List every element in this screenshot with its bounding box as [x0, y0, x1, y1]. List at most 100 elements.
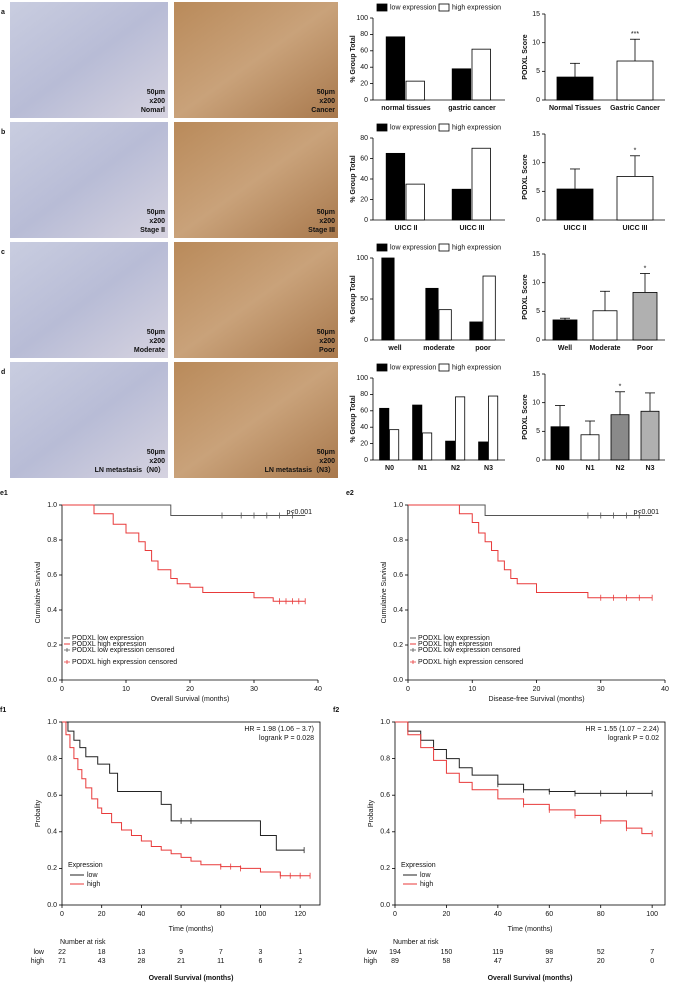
risk-count: 194: [389, 949, 401, 956]
y-axis-label: PODXL Score: [522, 34, 529, 79]
y-tick-label: 0.4: [393, 607, 403, 614]
y-tick-label: 1.0: [47, 719, 57, 726]
y-tick-label: 0.8: [47, 755, 57, 762]
x-tick-label: 120: [294, 911, 306, 918]
survival-curve: [62, 721, 311, 877]
y-tick-label: 0: [536, 97, 540, 104]
significance: *: [634, 148, 637, 155]
legend-censor: [410, 660, 416, 664]
y-tick-label: 10: [532, 280, 540, 287]
risk-count: 11: [217, 958, 224, 965]
legend-label: PODXL low expression censored: [418, 647, 521, 654]
x-tick-label: UICC II: [395, 225, 418, 232]
risk-count: 9: [179, 949, 183, 956]
survival-curve: [395, 721, 653, 835]
survival-curve: [62, 504, 306, 602]
legend-label: low: [420, 872, 431, 879]
annotation: HR = 1.98 (1.06 − 3.7): [244, 726, 314, 733]
y-tick-label: 100: [356, 255, 368, 262]
legend-label: high expression: [452, 364, 501, 371]
x-tick-label: UICC III: [623, 225, 648, 232]
risk-count: 150: [441, 949, 453, 956]
annotation: p<0.001: [634, 509, 660, 516]
panel-label: f2: [333, 707, 339, 714]
y-tick-label: 5: [536, 68, 540, 75]
bar: [425, 287, 439, 341]
x-tick-label: gastric cancer: [448, 105, 496, 112]
survival-curve: [62, 721, 305, 851]
risk-title: Number at risk: [60, 939, 106, 946]
risk-count: 2: [298, 958, 302, 965]
caption: LN metastasis（N3）: [265, 466, 335, 474]
legend-label: low: [87, 872, 98, 879]
x-axis-label: Overall Survival (months): [151, 696, 230, 703]
caption: 50μm: [317, 449, 335, 456]
risk-row-name: high: [364, 958, 377, 965]
y-tick-label: 60: [360, 408, 368, 415]
micrograph: [10, 122, 168, 238]
legend-swatch: [438, 363, 450, 372]
caption: Stage III: [308, 227, 335, 234]
legend-swatch: [376, 123, 388, 132]
y-tick-label: 15: [532, 371, 540, 378]
legend-title: Expression: [401, 862, 436, 869]
y-tick-label: 1.0: [393, 502, 403, 509]
micrograph: [174, 362, 338, 478]
caption: x200: [319, 218, 335, 225]
caption: Cancer: [311, 107, 335, 114]
y-tick-label: 0: [536, 337, 540, 344]
legend-swatch: [376, 363, 388, 372]
x-tick-label: 0: [406, 686, 410, 693]
y-tick-label: 0.8: [393, 537, 403, 544]
plot-frame: [394, 721, 666, 906]
x-tick-label: Moderate: [589, 345, 620, 352]
risk-count: 3: [259, 949, 263, 956]
x-tick-label: Gastric Cancer: [610, 105, 660, 112]
x-tick-label: 10: [122, 686, 130, 693]
y-tick-label: 0.6: [393, 572, 403, 579]
legend-label: PODXL low expression censored: [72, 647, 175, 654]
risk-count: 98: [545, 949, 553, 956]
bar: [469, 321, 483, 341]
y-tick-label: 0.2: [393, 642, 403, 649]
legend-swatch: [438, 123, 450, 132]
risk-count: 0: [650, 958, 654, 965]
y-tick-label: 0.4: [47, 607, 57, 614]
y-axis-label: % Group Total: [350, 35, 357, 82]
y-tick-label: 0.2: [380, 865, 390, 872]
y-tick-label: 40: [360, 176, 368, 183]
y-axis-label: % Group Total: [350, 155, 357, 202]
legend-label: low expression: [390, 364, 436, 371]
bar: [471, 48, 491, 101]
annotation: p<0.001: [287, 509, 313, 516]
legend-label: low expression: [390, 244, 436, 251]
x-tick-label: 30: [250, 686, 258, 693]
legend-label: high expression: [452, 124, 501, 131]
caption: Stage II: [140, 227, 165, 234]
y-tick-label: 5: [536, 428, 540, 435]
bar: [478, 441, 489, 461]
y-axis-label: Cumulative Survival: [35, 561, 42, 623]
risk-title: Number at risk: [393, 939, 439, 946]
panel-label: e2: [346, 490, 354, 497]
significance: *: [619, 384, 622, 391]
y-axis-label: % Group Total: [350, 395, 357, 442]
micrograph: [174, 242, 338, 358]
caption: Nomarl: [141, 107, 165, 114]
bar: [592, 310, 618, 341]
legend-swatch: [438, 243, 450, 252]
bar: [445, 440, 456, 461]
legend-label: PODXL low expression: [72, 635, 144, 642]
y-tick-label: 0.0: [380, 902, 390, 909]
caption: x200: [149, 218, 165, 225]
bar: [556, 188, 594, 221]
bar: [616, 60, 654, 101]
x-tick-label: N1: [586, 465, 595, 472]
risk-count: 28: [137, 958, 145, 965]
x-tick-label: 0: [60, 686, 64, 693]
x-tick-label: 60: [177, 911, 185, 918]
caption: Poor: [319, 347, 335, 354]
annotation: logrank P = 0.02: [608, 735, 659, 742]
y-tick-label: 15: [532, 11, 540, 18]
caption: 50μm: [317, 89, 335, 96]
